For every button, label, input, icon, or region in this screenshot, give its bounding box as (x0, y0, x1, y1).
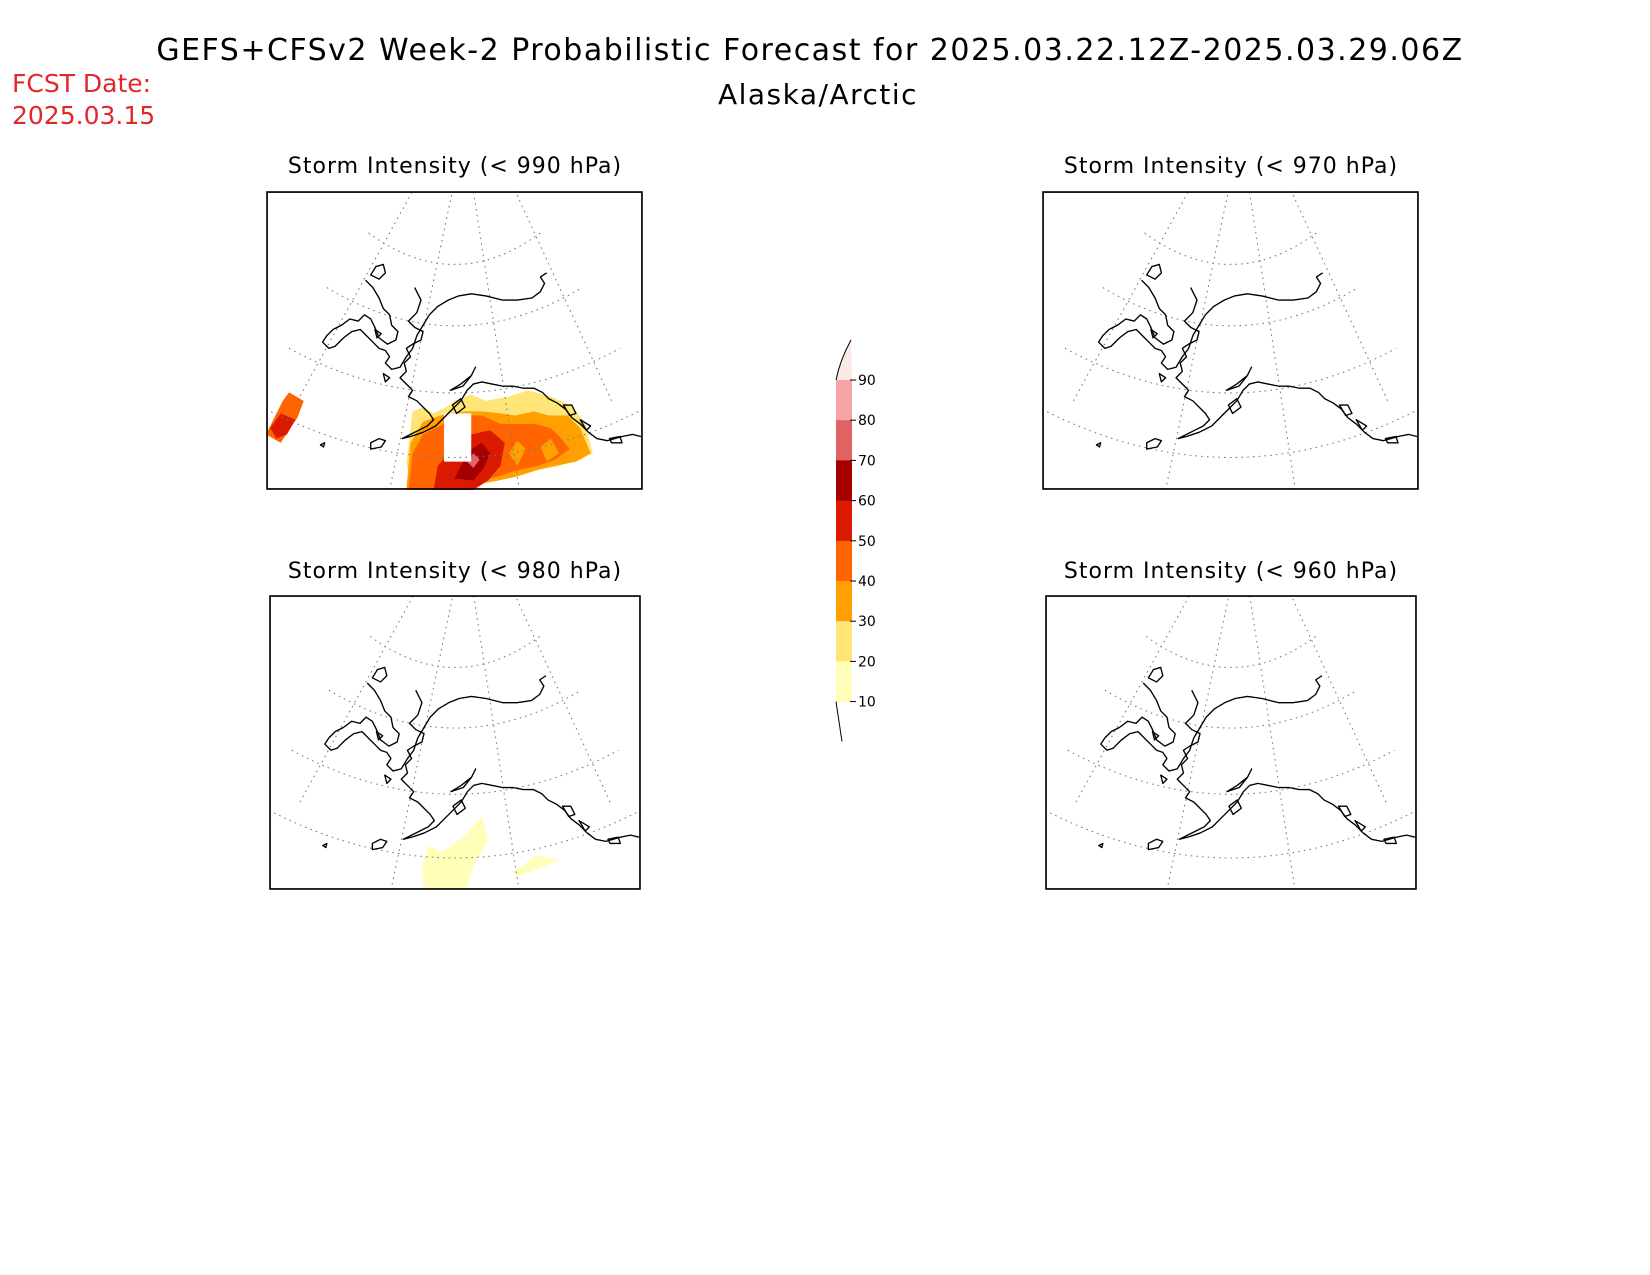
figure-subtitle: Alaska/Arctic (718, 78, 918, 111)
colorbar: 90 80 70 60 50 40 30 20 10 (835, 339, 876, 742)
panel-frame (1042, 191, 1419, 490)
colorbar-segment (836, 540, 852, 582)
colorbar-segment (836, 380, 852, 421)
colorbar-bottom-extension (835, 701, 843, 742)
colorbar-segment (836, 581, 852, 622)
colorbar-top-extension (836, 340, 852, 380)
panel-frame (266, 191, 643, 490)
colorbar-tick-label: 10 (858, 695, 876, 711)
colorbar-tick-label: 70 (858, 453, 876, 469)
map-980 (269, 595, 641, 890)
panel-980: Storm Intensity (< 980 hPa) (269, 559, 641, 890)
map-960 (1045, 595, 1417, 890)
colorbar-tick-label: 90 (858, 373, 876, 389)
panel-960: Storm Intensity (< 960 hPa) (1045, 559, 1417, 890)
panel-title-990: Storm Intensity (< 990 hPa) (288, 154, 622, 179)
panel-970: Storm Intensity (< 970 hPa) (1042, 154, 1419, 490)
colorbar-tick-label: 50 (858, 534, 876, 550)
probability-field-980 (269, 816, 561, 890)
colorbar-segment (836, 420, 852, 461)
colorbar-segment (836, 661, 852, 703)
figure-title: GEFS+CFSv2 Week-2 Probabilistic Forecast… (156, 33, 1463, 68)
colorbar-tick-label: 30 (858, 614, 876, 630)
map-990 (266, 191, 643, 490)
colorbar-tick-label: 20 (858, 654, 876, 670)
panel-title-960: Storm Intensity (< 960 hPa) (1064, 559, 1398, 584)
fcst-date: 2025.03.15 (12, 101, 155, 130)
panel-frame (1045, 595, 1417, 890)
colorbar-segment (836, 621, 852, 662)
panel-990: Storm Intensity (< 990 hPa) (266, 154, 643, 490)
colorbar-tick-label: 40 (858, 574, 876, 590)
probability-field-990 (266, 390, 593, 490)
panel-frame (269, 595, 641, 890)
map-970 (1042, 191, 1419, 490)
colorbar-segment (836, 500, 852, 542)
colorbar-tick-label: 60 (858, 494, 876, 510)
panel-title-970: Storm Intensity (< 970 hPa) (1064, 154, 1398, 179)
colorbar-tick-label: 80 (858, 413, 876, 429)
colorbar-segment (836, 460, 852, 502)
panel-title-980: Storm Intensity (< 980 hPa) (288, 559, 622, 584)
fcst-label: FCST Date: (12, 69, 151, 98)
